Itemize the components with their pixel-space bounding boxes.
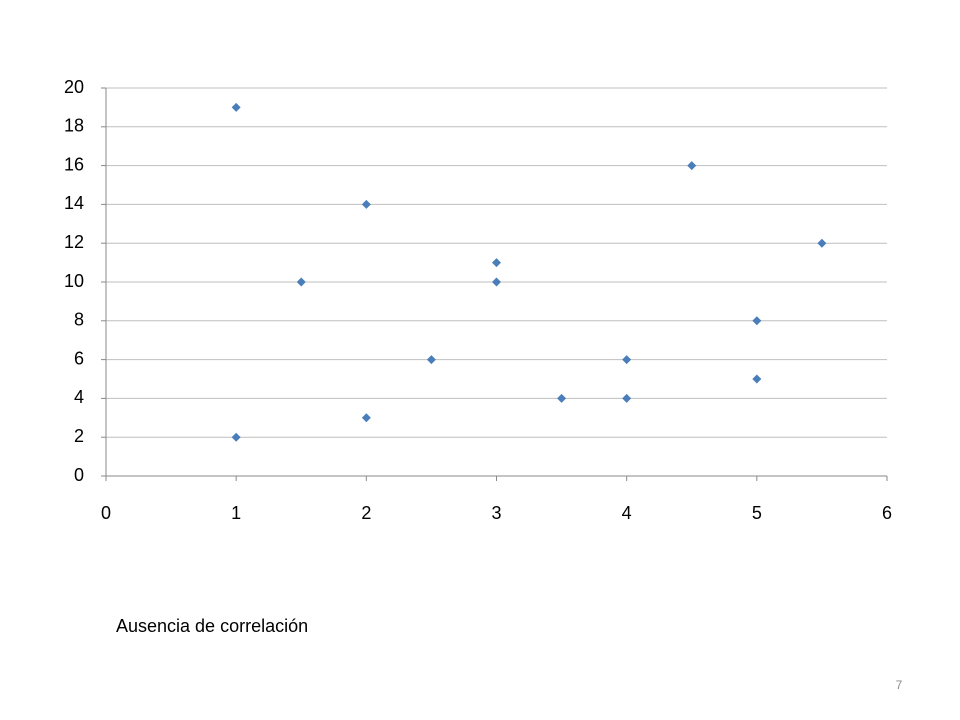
y-tick-label: 20 (64, 77, 84, 97)
point (752, 374, 762, 384)
point (296, 277, 306, 287)
point (492, 258, 501, 268)
y-tick-label: 8 (74, 310, 84, 330)
point (361, 413, 371, 423)
y-tick-label: 18 (64, 116, 84, 136)
y-tick-label: 2 (74, 426, 84, 446)
y-tick-label: 4 (74, 387, 84, 407)
caption: Ausencia de correlación (116, 616, 308, 636)
x-tick-label: 0 (101, 503, 111, 523)
y-tick-label: 14 (64, 193, 84, 213)
y-tick-label: 12 (64, 232, 84, 252)
point (231, 102, 241, 112)
point (426, 355, 436, 365)
x-tick-label: 1 (231, 503, 241, 523)
y-tick-label: 16 (64, 154, 84, 174)
y-tick-label: 0 (74, 465, 84, 485)
x-tick-label: 5 (752, 503, 762, 523)
x-tick-label: 2 (361, 503, 371, 523)
point (361, 199, 371, 209)
point (817, 238, 827, 248)
x-tick-label: 4 (622, 503, 632, 523)
point (557, 393, 567, 403)
point (752, 316, 762, 326)
y-tick-label: 10 (64, 271, 84, 291)
point (622, 355, 632, 365)
point (622, 393, 632, 403)
x-tick-label: 3 (491, 503, 501, 523)
x-tick-label: 6 (882, 503, 892, 523)
point (687, 161, 697, 171)
page-number: 7 (896, 678, 903, 692)
point (492, 277, 501, 287)
y-tick-label: 6 (74, 348, 84, 368)
point (231, 432, 241, 442)
